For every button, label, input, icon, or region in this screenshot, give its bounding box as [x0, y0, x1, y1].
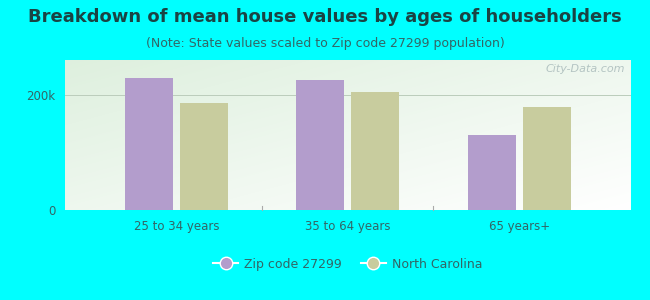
Bar	[125, 79, 173, 210]
Bar	[296, 80, 345, 210]
Text: (Note: State values scaled to Zip code 27299 population): (Note: State values scaled to Zip code 2…	[146, 38, 504, 50]
Text: Breakdown of mean house values by ages of householders: Breakdown of mean house values by ages o…	[28, 8, 622, 26]
Bar	[523, 107, 571, 210]
Bar	[351, 92, 399, 210]
Legend: Zip code 27299, North Carolina: Zip code 27299, North Carolina	[208, 253, 488, 276]
Bar	[468, 135, 515, 210]
Bar	[180, 103, 227, 210]
Text: City-Data.com: City-Data.com	[545, 64, 625, 74]
